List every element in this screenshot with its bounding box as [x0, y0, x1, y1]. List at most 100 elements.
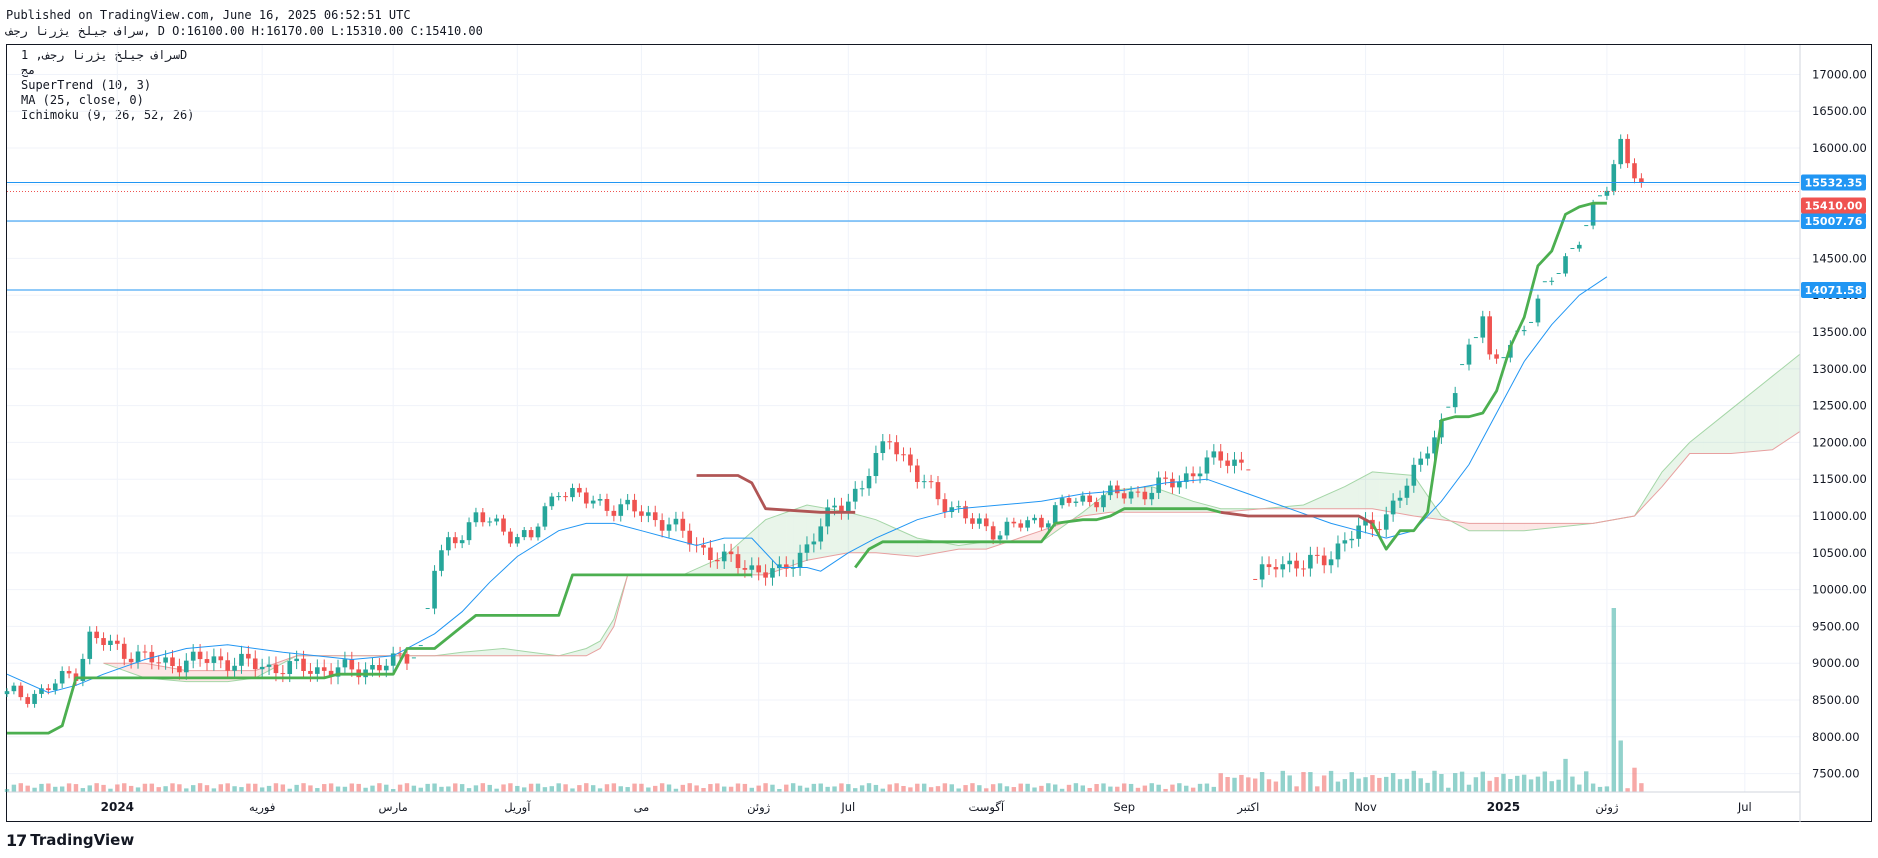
candle-body [963, 506, 968, 519]
volume-bar [777, 788, 782, 792]
candle-body [570, 487, 575, 498]
legend-symbol[interactable]: سراف جیلخ یژرنا رجف, 1D [21, 48, 188, 62]
volume-bar [4, 789, 10, 792]
candle-body [770, 568, 775, 578]
volume-bar [853, 788, 858, 792]
candle-body [473, 512, 479, 523]
candle-body [846, 501, 851, 512]
volume-bar [287, 788, 292, 792]
volume-bar [1273, 781, 1279, 792]
volume-bar [1604, 786, 1610, 792]
volume-bar [494, 788, 499, 792]
volume-bar [370, 785, 375, 792]
ichimoku-cloud-segment [1358, 475, 1366, 509]
volume-bar [411, 785, 417, 792]
candle-body [32, 693, 37, 704]
volume-bar [1253, 778, 1258, 792]
ichimoku-cloud-segment [1165, 491, 1173, 513]
volume-bar [1246, 777, 1251, 792]
candle-body [1239, 459, 1244, 463]
candle-body [197, 651, 203, 660]
ichimoku-cloud-segment [213, 670, 221, 682]
price-tick-label: 16000.00 [1812, 141, 1867, 155]
ichimoku-cloud-segment [1682, 442, 1690, 462]
price-tick-label: 8500.00 [1812, 693, 1860, 707]
candle-body [1301, 568, 1306, 570]
volume-bar [211, 788, 217, 792]
volume-bar [1632, 767, 1637, 792]
ichimoku-cloud-segment [744, 531, 752, 575]
volume-bar [763, 783, 768, 792]
ichimoku-cloud-segment [1400, 474, 1407, 515]
ichimoku-cloud-segment [703, 562, 711, 575]
ichimoku-cloud-segment [1737, 398, 1745, 453]
volume-bar [811, 783, 817, 792]
ichimoku-cloud-segment [903, 531, 911, 556]
candle-body [452, 537, 458, 544]
volume-bar [32, 787, 37, 792]
volume-bar [611, 783, 617, 792]
candle-body [1390, 500, 1396, 515]
ichimoku-cloud-segment [1158, 489, 1166, 513]
candle-body [914, 465, 920, 482]
volume-bar [1197, 783, 1203, 792]
candle-body [1535, 298, 1541, 323]
candle-body [556, 496, 561, 498]
legend-supertrend[interactable]: SuperTrend (10, 3) [21, 78, 152, 92]
time-tick-label: Sep [1113, 800, 1135, 814]
ichimoku-cloud-segment [1765, 376, 1773, 451]
legend-volume[interactable]: مج [21, 63, 36, 77]
candle-body [1397, 497, 1403, 501]
candle-body [1466, 344, 1472, 365]
volume-bar [1190, 787, 1196, 792]
candle-body [1011, 521, 1017, 524]
candle-body [39, 688, 44, 694]
ichimoku-cloud-segment [855, 514, 863, 553]
price-tick-label: 7500.00 [1812, 767, 1860, 781]
candle-body [1321, 555, 1327, 566]
volume-bar [18, 783, 23, 792]
ichimoku-cloud-segment [151, 664, 159, 680]
volume-bar [1280, 770, 1285, 792]
candle-body [232, 665, 237, 671]
candle-body [687, 530, 693, 545]
ichimoku-cloud-segment [869, 517, 876, 553]
ichimoku-cloud-segment [200, 670, 207, 682]
volume-bar [1135, 787, 1141, 792]
volume-bar [328, 783, 334, 792]
ichimoku-cloud-segment [1668, 457, 1676, 479]
volume-bar [708, 784, 713, 792]
volume-bar [590, 785, 596, 792]
ichimoku-cloud-segment [600, 630, 607, 649]
price-tick-label: 11000.00 [1812, 509, 1867, 523]
candle-body [1563, 256, 1568, 274]
volume-bar [1308, 772, 1313, 792]
candle-body [521, 530, 527, 538]
ichimoku-cloud-segment [1524, 523, 1532, 531]
legend-ma[interactable]: MA (25, close, 0) [21, 93, 144, 107]
candle-body [1218, 451, 1224, 461]
candle-body [528, 530, 534, 538]
chart-frame[interactable]: سراف جیلخ یژرنا رجف, 1D مج SuperTrend (1… [6, 44, 1872, 822]
volume-bar [39, 783, 44, 792]
candle-body [715, 560, 720, 562]
ichimoku-cloud-segment [193, 670, 201, 682]
volume-bar [11, 784, 17, 792]
moving-average-line [6, 276, 1608, 694]
volume-bar [921, 783, 927, 792]
volume-bar [384, 784, 389, 792]
ichimoku-cloud-segment [944, 543, 952, 552]
volume-bar [1577, 784, 1582, 792]
ichimoku-cloud-segment [1503, 523, 1511, 531]
candle-body [1128, 491, 1134, 499]
candle-body [646, 512, 651, 516]
level-price-tag-bg [1801, 281, 1866, 298]
volume-bar [1115, 786, 1120, 792]
time-tick-label: آگوست [968, 800, 1004, 815]
volume-bar [832, 786, 837, 792]
candle-body [942, 499, 948, 513]
volume-bar [604, 784, 610, 792]
ichimoku-cloud-segment [758, 519, 766, 575]
ichimoku-cloud-segment [1331, 489, 1338, 509]
